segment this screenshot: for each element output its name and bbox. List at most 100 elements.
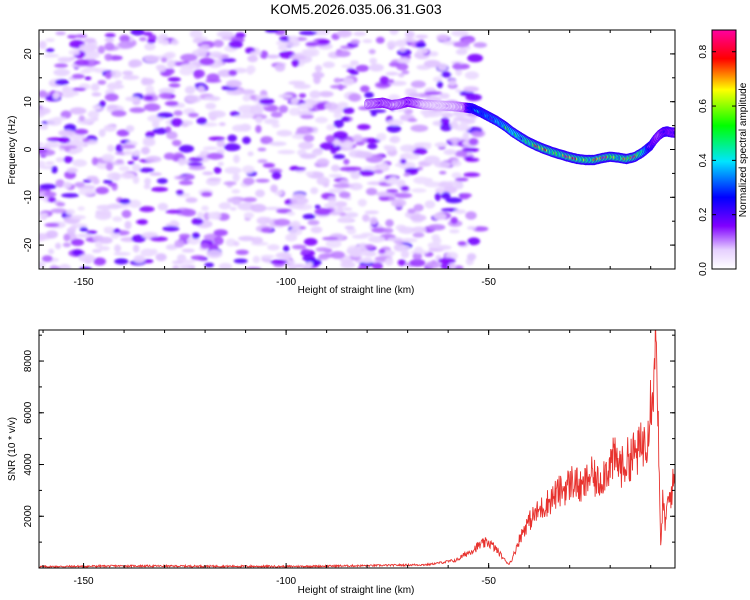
heatmap-ytick-label: 0 [23, 146, 34, 152]
heatmap-noise-cell [95, 240, 103, 249]
heatmap-noise-cell [364, 92, 374, 99]
heatmap-noise-cell [433, 212, 447, 221]
heatmap-noise-cell [205, 102, 217, 110]
heatmap-noise-cell [256, 216, 271, 225]
heatmap-noise-cell [396, 62, 409, 71]
heatmap-noise-cell [367, 143, 378, 150]
heatmap-noise-cell [344, 225, 355, 230]
heatmap-noise-cell [157, 35, 164, 44]
heatmap-noise-cell [329, 211, 341, 216]
heatmap-noise-cell [101, 153, 115, 162]
heatmap-noise-cell [314, 116, 328, 124]
heatmap-noise-cell [226, 89, 244, 96]
heatmap-noise-cell [178, 180, 193, 186]
heatmap-noise-cell [213, 166, 222, 174]
heatmap-noise-cell [290, 220, 301, 230]
heatmap-noise-cell [107, 144, 115, 152]
heatmap-noise-cell [104, 71, 112, 80]
heatmap-noise-cell [466, 225, 477, 230]
heatmap-noise-cell [114, 258, 129, 265]
heatmap-noise-cell [119, 34, 130, 43]
heatmap-noise-cell [233, 154, 240, 164]
heatmap-noise-cell [175, 189, 184, 196]
heatmap-noise-cell [389, 135, 401, 144]
heatmap-noise-cell [465, 211, 477, 220]
heatmap-noise-cell [341, 207, 353, 212]
heatmap-noise-cell [368, 235, 385, 243]
heatmap-noise-cell [427, 242, 441, 249]
heatmap-noise-cell [434, 142, 448, 148]
heatmap-noise-cell [223, 143, 241, 152]
heatmap-noise-cell [250, 203, 267, 213]
heatmap-noise-cell [398, 226, 416, 234]
heatmap-noise-cell [200, 44, 210, 49]
heatmap-noise-cell [307, 219, 320, 226]
heatmap-noise-cell [71, 73, 85, 79]
heatmap-noise-cell [61, 193, 80, 198]
heatmap-noise-cell [325, 239, 342, 248]
heatmap-noise-cell [141, 146, 150, 155]
heatmap-noise-cell [290, 97, 299, 105]
heatmap-noise-cell [357, 198, 367, 207]
heatmap-ylabel: Frequency (Hz) [7, 116, 18, 185]
heatmap-noise-cell [46, 230, 58, 239]
heatmap-noise-cell [206, 152, 224, 160]
heatmap-noise-cell [152, 120, 160, 129]
heatmap-noise-cell [403, 37, 416, 43]
heatmap-noise-cell [400, 144, 416, 153]
heatmap-noise-cell [90, 83, 100, 92]
heatmap-noise-cell [144, 177, 152, 186]
heatmap-noise-cell [48, 248, 55, 255]
heatmap-noise-cell [106, 104, 119, 110]
heatmap-noise-cell [270, 184, 278, 193]
heatmap-noise-cell [376, 191, 393, 197]
chart-title: KOM5.2026.035.06.31.G03 [270, 1, 442, 17]
heatmap-noise-cell [369, 216, 378, 225]
heatmap-noise-cell [55, 31, 66, 36]
heatmap-noise-cell [362, 214, 370, 222]
heatmap-noise-cell [288, 35, 299, 43]
heatmap-noise-cell [180, 63, 198, 70]
heatmap-noise-cell [45, 38, 55, 42]
heatmap-noise-cell [400, 185, 410, 192]
heatmap-noise-cell [454, 209, 466, 215]
snr-ytick-label: 2000 [23, 505, 34, 528]
heatmap-noise-cell [257, 147, 267, 152]
heatmap-noise-cell [409, 259, 426, 267]
heatmap-noise-cell [52, 92, 60, 100]
heatmap-noise-cell [470, 116, 477, 121]
heatmap-noise-cell [413, 176, 430, 185]
heatmap-noise-cell [322, 61, 335, 69]
heatmap-noise-cell [62, 242, 71, 248]
heatmap-noise-cell [242, 197, 257, 203]
heatmap-noise-cell [376, 133, 387, 141]
heatmap-noise-cell [150, 186, 169, 192]
heatmap-noise-cell [63, 234, 71, 242]
colorbar: 0.0 0.2 0.4 0.6 0.8 Normalized spectral ampl… [698, 29, 749, 276]
heatmap-noise-cell [87, 110, 100, 119]
heatmap-noise-cell [216, 139, 225, 148]
heatmap-noise-cell [180, 53, 198, 62]
heatmap-noise-cell [74, 34, 88, 38]
heatmap-noise-cell [53, 68, 71, 77]
heatmap-noise-cell [39, 107, 51, 115]
heatmap-noise-cell [317, 39, 331, 44]
heatmap-noise-cell [415, 34, 429, 39]
heatmap-noise-cell [251, 236, 263, 244]
heatmap-noise-cell [175, 175, 187, 180]
heatmap-noise-cell [355, 151, 373, 159]
heatmap-noise-cell [365, 187, 378, 196]
heatmap-noise-cell [84, 76, 92, 81]
heatmap-noise-cell [122, 75, 140, 80]
heatmap-noise-cell [54, 63, 68, 68]
snr-xtick-label: -50 [481, 576, 496, 587]
heatmap-noise-cell [342, 140, 354, 149]
heatmap-noise-cell [104, 93, 119, 102]
heatmap-noise-cell [462, 38, 475, 43]
heatmap-noise-cell [142, 259, 154, 264]
heatmap-noise-cell [366, 137, 375, 143]
heatmap-noise-cell [103, 179, 113, 184]
heatmap-noise-cell [260, 136, 273, 145]
heatmap-noise-cell [70, 215, 86, 220]
heatmap-noise-cell [439, 170, 447, 175]
